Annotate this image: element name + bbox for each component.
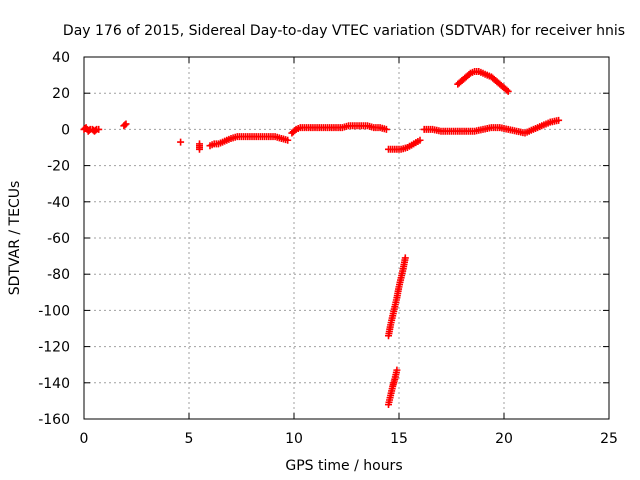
y-tick-label: -40 <box>47 195 70 211</box>
axis-ticks <box>83 56 610 420</box>
data-point <box>416 136 424 144</box>
data-point <box>95 125 103 133</box>
y-tick-label: -120 <box>38 340 70 356</box>
y-axis-label: SDTVAR / TECUs <box>7 181 23 296</box>
y-tick-label: 40 <box>52 50 70 66</box>
data-point <box>382 125 390 133</box>
x-axis-label: GPS time / hours <box>285 458 402 474</box>
y-tick-label: -160 <box>38 412 70 428</box>
data-point <box>393 366 401 374</box>
data-point <box>122 120 130 128</box>
data-point <box>555 116 563 124</box>
data-point <box>504 87 512 95</box>
data-point <box>503 86 511 94</box>
x-tick-label: 10 <box>285 431 303 447</box>
y-tick-label: -100 <box>38 303 70 319</box>
y-tick-label: -140 <box>38 376 70 392</box>
y-tick-label: -80 <box>47 267 70 283</box>
y-tick-label: -20 <box>47 159 70 175</box>
x-tick-label: 20 <box>495 431 513 447</box>
x-tick-label: 25 <box>600 431 618 447</box>
tick-labels: 0 5 10 15 20 25 40 20 0 -20 -40 -60 -80 -100 -120 -140 -… <box>38 50 618 447</box>
grid-lines <box>84 57 609 419</box>
data-point <box>401 254 409 262</box>
x-tick-label: 15 <box>390 431 408 447</box>
data-point <box>284 136 292 144</box>
y-tick-label: 0 <box>61 122 70 138</box>
data-point <box>196 145 203 153</box>
x-tick-label: 0 <box>80 431 89 447</box>
y-tick-label: 20 <box>52 86 70 102</box>
y-tick-label: -60 <box>47 231 70 247</box>
x-tick-label: 5 <box>185 431 194 447</box>
data-point <box>92 126 100 134</box>
chart-title: Day 176 of 2015, Sidereal Day-to-day VTE… <box>63 23 625 39</box>
data-point <box>177 138 185 146</box>
data-point <box>121 121 129 129</box>
data-points <box>80 67 563 409</box>
